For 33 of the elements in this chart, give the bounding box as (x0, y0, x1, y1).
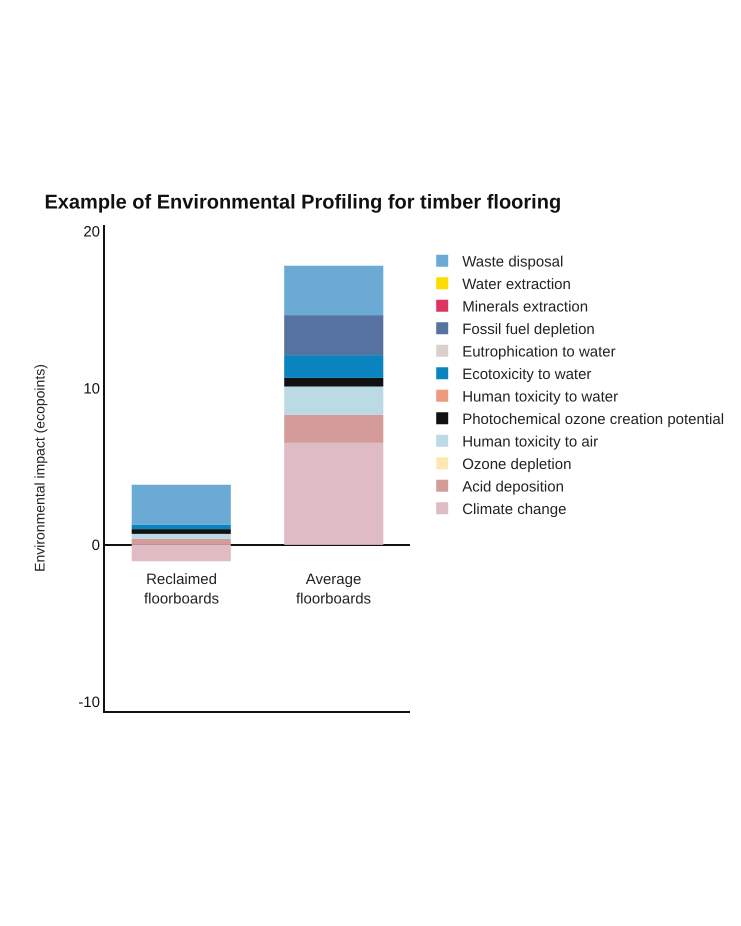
bar (284, 266, 384, 316)
chart-title: Example of Environmental Profiling for timber flooring (44, 191, 562, 214)
y-tick-label: -10 (78, 694, 100, 711)
legend-label: Water extraction (462, 276, 571, 294)
legend-label: Climate change (462, 501, 566, 518)
bar (284, 355, 384, 378)
y-tick-label: 0 (92, 537, 100, 554)
bar (284, 414, 384, 443)
x-tick-label: Average floorboards (296, 571, 372, 608)
bar (284, 386, 384, 415)
bar (132, 534, 231, 539)
legend-label: Photochemical ozone creation potential (462, 411, 724, 428)
bar (284, 442, 384, 545)
legend-label: Acid deposition (462, 478, 564, 496)
legend-label: Ozone depletion (462, 456, 572, 474)
y-tick-label: 20 (83, 224, 100, 241)
legend-label: Fossil fuel depletion (462, 321, 595, 338)
legend-label: Human toxicity to air (462, 434, 598, 451)
bar (132, 538, 231, 545)
bar (284, 315, 384, 356)
bar (132, 524, 231, 530)
x-tick-label: Reclaimed floorboards (144, 571, 220, 608)
bar (132, 484, 231, 525)
bar (132, 529, 231, 534)
y-axis-title: Environmental impact (ecopoints) (31, 364, 48, 572)
legend-label: Minerals extraction (462, 298, 588, 316)
legend-label: Eutrophication to water (462, 344, 616, 361)
legend-label: Ecotoxicity to water (462, 366, 592, 384)
legend-label: Human toxicity to water (462, 388, 618, 406)
bar (132, 544, 231, 562)
bar (284, 378, 384, 386)
y-tick-label: 10 (83, 380, 100, 398)
legend-label: Waste disposal (462, 254, 564, 271)
